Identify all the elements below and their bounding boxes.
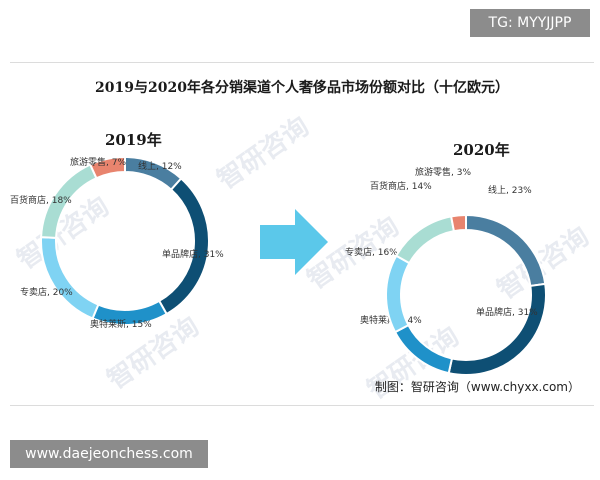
donut-slice <box>393 323 454 375</box>
slice-label: 单品牌店, 31% <box>162 248 224 260</box>
donut-slice <box>449 213 467 233</box>
source-note: 制图：智研咨询（www.chyxx.com） <box>374 380 580 394</box>
donut-2020: 线上, 23%单品牌店, 31%奥特莱斯, 14%专卖店, 16%百货商店, 1… <box>345 166 547 376</box>
arrow-right-icon <box>260 209 328 275</box>
donut-slice <box>157 177 210 316</box>
slice-label: 线上, 12% <box>138 160 182 172</box>
donut-slice <box>465 213 547 288</box>
donut-slice <box>394 215 456 265</box>
donut-slice <box>385 254 411 334</box>
donut-charts: 线上, 12% 单品牌店, 31% 奥特莱斯, 15% 专卖店, 20% 百货商店, 1… <box>10 155 547 376</box>
url-badge: www.daejeonchess.com <box>10 440 208 468</box>
slice-label: 百货商店, 14% <box>370 180 432 192</box>
slice-label: 单品牌店, 31% <box>476 306 538 318</box>
slice-label: 线上, 23% <box>488 184 532 196</box>
slice-label: 百货商店, 18% <box>10 194 72 206</box>
chart-figure: 智研咨询 智研咨询 智研咨询 智研咨询 智研咨询 智研咨询 2019与2020年… <box>10 62 595 406</box>
year-label-2020: 2020年 <box>453 141 510 159</box>
slice-label: 专卖店, 20% <box>20 286 73 298</box>
donut-slice <box>447 282 547 376</box>
donut-2019: 线上, 12% 单品牌店, 31% 奥特莱斯, 15% 专卖店, 20% 百货商店, 1… <box>10 155 224 330</box>
slice-label: 专卖店, 16% <box>345 246 398 258</box>
donut-slice <box>40 236 100 320</box>
tg-badge: TG: MYYJJPP <box>470 9 590 37</box>
donut-slice <box>88 155 126 180</box>
slice-label: 旅游零售, 7% <box>70 156 126 168</box>
slice-label: 奥特莱斯, 15% <box>90 318 152 330</box>
chart-title: 2019与2020年各分销渠道个人奢侈品市场份额对比（十亿欧元） <box>95 80 509 96</box>
slice-label: 旅游零售, 3% <box>415 166 471 178</box>
year-label-2019: 2019年 <box>105 131 162 149</box>
